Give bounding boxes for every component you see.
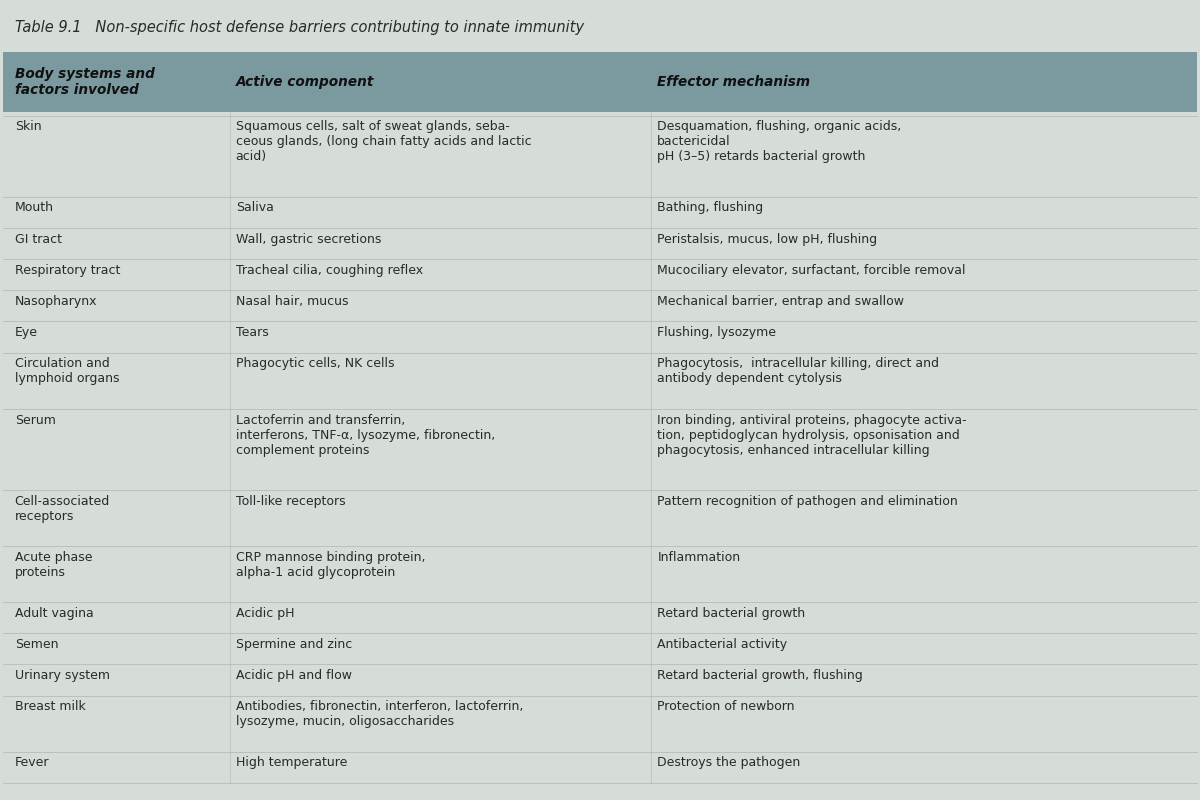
Text: Wall, gastric secretions: Wall, gastric secretions (235, 233, 382, 246)
Text: Protection of newborn: Protection of newborn (658, 700, 794, 714)
Text: Serum: Serum (14, 414, 55, 426)
Text: Phagocytic cells, NK cells: Phagocytic cells, NK cells (235, 358, 394, 370)
Text: Nasopharynx: Nasopharynx (14, 295, 97, 308)
Text: Retard bacterial growth, flushing: Retard bacterial growth, flushing (658, 669, 863, 682)
Text: Acute phase
proteins: Acute phase proteins (14, 550, 92, 578)
Text: GI tract: GI tract (14, 233, 61, 246)
Text: Iron binding, antiviral proteins, phagocyte activa-
tion, peptidoglycan hydrolys: Iron binding, antiviral proteins, phagoc… (658, 414, 967, 457)
Text: Phagocytosis,  intracellular killing, direct and
antibody dependent cytolysis: Phagocytosis, intracellular killing, dir… (658, 358, 940, 386)
Text: Table 9.1   Non-specific host defense barriers contributing to innate immunity: Table 9.1 Non-specific host defense barr… (14, 20, 584, 35)
Text: Desquamation, flushing, organic acids,
bactericidal
pH (3–5) retards bacterial g: Desquamation, flushing, organic acids, b… (658, 120, 901, 163)
FancyBboxPatch shape (2, 52, 1198, 113)
Text: Body systems and
factors involved: Body systems and factors involved (14, 67, 155, 98)
Text: Antibacterial activity: Antibacterial activity (658, 638, 787, 651)
Text: Squamous cells, salt of sweat glands, seba-
ceous glands, (long chain fatty acid: Squamous cells, salt of sweat glands, se… (235, 120, 532, 163)
Text: Saliva: Saliva (235, 202, 274, 214)
Text: Acidic pH and flow: Acidic pH and flow (235, 669, 352, 682)
Text: Bathing, flushing: Bathing, flushing (658, 202, 763, 214)
Text: Acidic pH: Acidic pH (235, 606, 294, 620)
Text: Eye: Eye (14, 326, 37, 339)
Text: Urinary system: Urinary system (14, 669, 109, 682)
Text: Mechanical barrier, entrap and swallow: Mechanical barrier, entrap and swallow (658, 295, 905, 308)
Text: Tracheal cilia, coughing reflex: Tracheal cilia, coughing reflex (235, 264, 422, 277)
Text: Nasal hair, mucus: Nasal hair, mucus (235, 295, 348, 308)
Text: CRP mannose binding protein,
alpha-1 acid glycoprotein: CRP mannose binding protein, alpha-1 aci… (235, 550, 425, 578)
Text: Effector mechanism: Effector mechanism (658, 75, 810, 90)
Text: Cell-associated
receptors: Cell-associated receptors (14, 494, 110, 522)
Text: Pattern recognition of pathogen and elimination: Pattern recognition of pathogen and elim… (658, 494, 958, 507)
Text: Skin: Skin (14, 120, 41, 134)
Text: Mucociliary elevator, surfactant, forcible removal: Mucociliary elevator, surfactant, forcib… (658, 264, 966, 277)
Text: Respiratory tract: Respiratory tract (14, 264, 120, 277)
Text: Mouth: Mouth (14, 202, 54, 214)
Text: Semen: Semen (14, 638, 59, 651)
Text: Lactoferrin and transferrin,
interferons, TNF-α, lysozyme, fibronectin,
compleme: Lactoferrin and transferrin, interferons… (235, 414, 494, 457)
Text: Antibodies, fibronectin, interferon, lactoferrin,
lysozyme, mucin, oligosacchari: Antibodies, fibronectin, interferon, lac… (235, 700, 523, 728)
Text: Spermine and zinc: Spermine and zinc (235, 638, 352, 651)
Text: Breast milk: Breast milk (14, 700, 85, 714)
Text: Flushing, lysozyme: Flushing, lysozyme (658, 326, 776, 339)
Text: Retard bacterial growth: Retard bacterial growth (658, 606, 805, 620)
Text: Adult vagina: Adult vagina (14, 606, 94, 620)
Text: Destroys the pathogen: Destroys the pathogen (658, 757, 800, 770)
Text: Peristalsis, mucus, low pH, flushing: Peristalsis, mucus, low pH, flushing (658, 233, 877, 246)
Text: Toll-like receptors: Toll-like receptors (235, 494, 346, 507)
Text: Active component: Active component (235, 75, 374, 90)
Text: Circulation and
lymphoid organs: Circulation and lymphoid organs (14, 358, 119, 386)
Text: High temperature: High temperature (235, 757, 347, 770)
Text: Fever: Fever (14, 757, 49, 770)
Text: Tears: Tears (235, 326, 269, 339)
Text: Inflammation: Inflammation (658, 550, 740, 563)
